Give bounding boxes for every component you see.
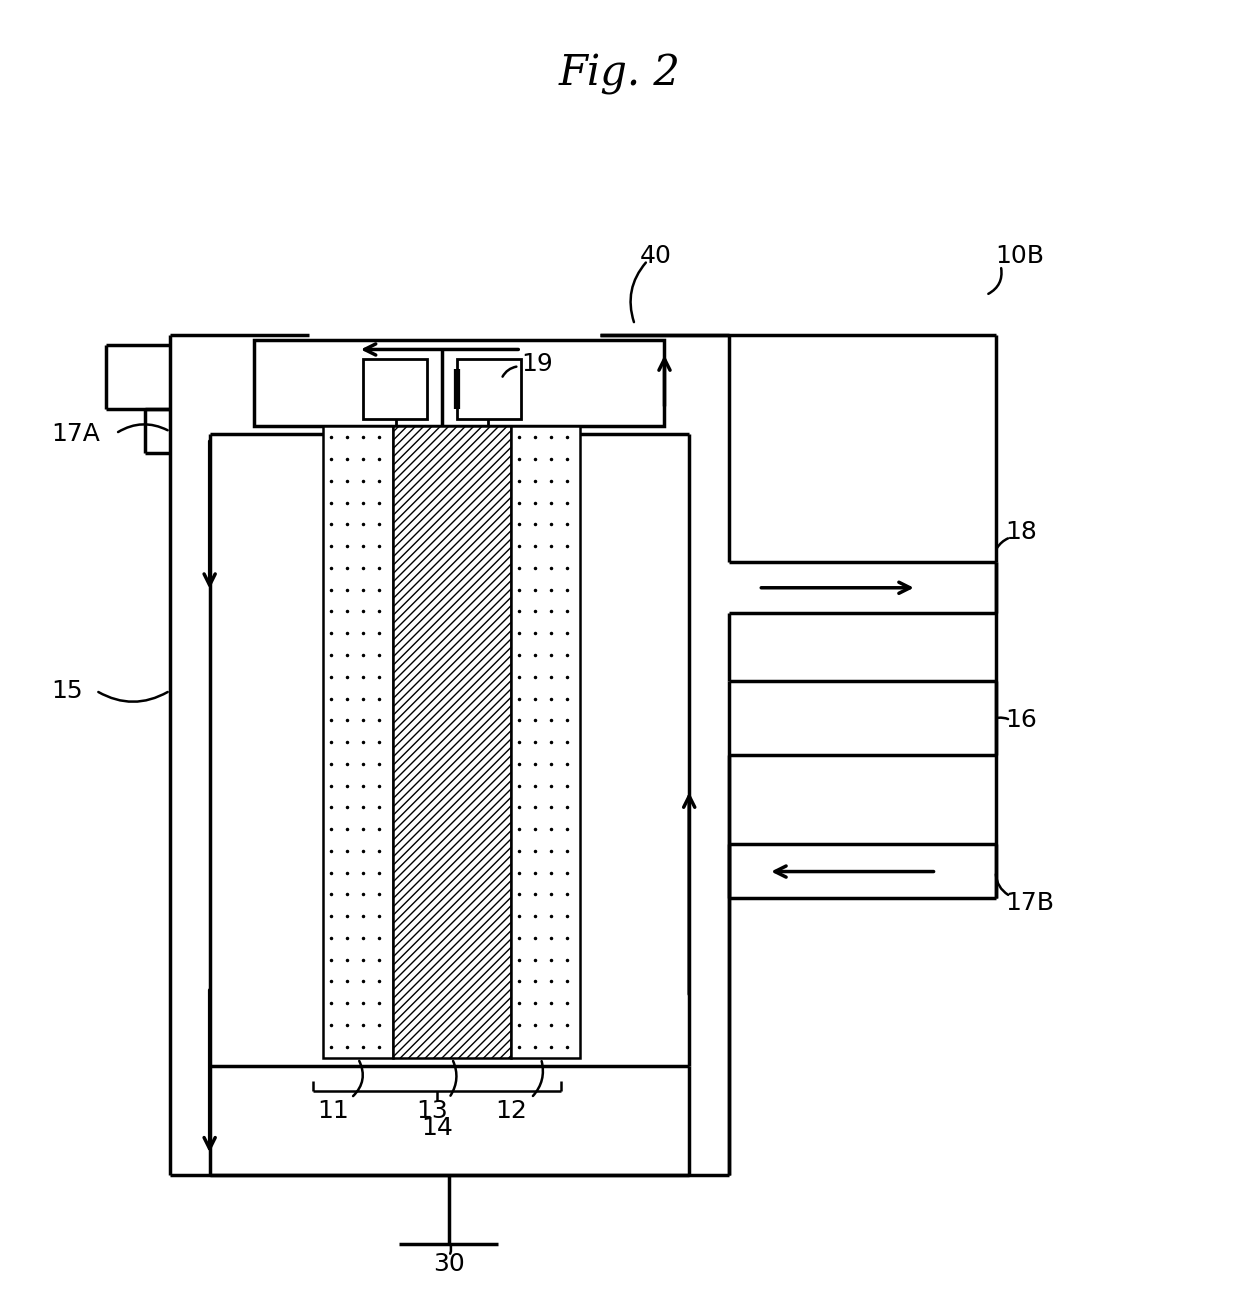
Text: Fig. 2: Fig. 2 (559, 52, 681, 94)
Text: 14: 14 (422, 1116, 453, 1139)
Bar (456, 359, 521, 418)
Bar (511, 426, 580, 1058)
Text: 10B: 10B (996, 244, 1045, 267)
Text: 13: 13 (417, 1099, 448, 1122)
Bar (363, 359, 428, 418)
Text: 40: 40 (640, 244, 672, 267)
Bar (324, 426, 393, 1058)
Text: 17B: 17B (1006, 891, 1055, 915)
Text: 11: 11 (317, 1099, 350, 1122)
Text: 12: 12 (495, 1099, 527, 1122)
Text: 18: 18 (1006, 520, 1038, 544)
Text: 15: 15 (51, 679, 83, 703)
Text: 30: 30 (433, 1252, 465, 1276)
Text: 17A: 17A (51, 422, 100, 446)
Bar (254, 340, 665, 426)
Bar (393, 426, 511, 1058)
Text: 16: 16 (1006, 708, 1038, 733)
Text: 19: 19 (521, 353, 553, 376)
